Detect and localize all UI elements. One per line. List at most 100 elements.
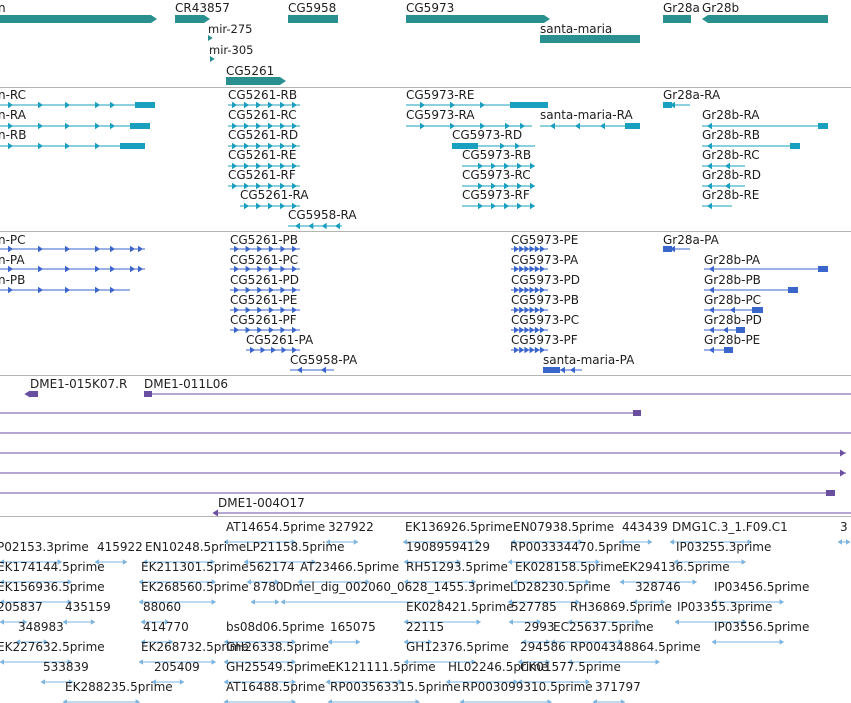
clone-span-1-end[interactable] [633, 410, 641, 416]
est-ip03255-3prime-start[interactable] [741, 559, 747, 565]
est-label-165075[interactable]: 165075 [330, 620, 376, 634]
tx-cg5973-ra-exon-3[interactable] [505, 122, 511, 130]
est-label-gh25549-5prime[interactable]: GH25549.5prime [226, 660, 329, 674]
pr-cg5973-pa-exon-1[interactable] [519, 265, 525, 273]
tx-cg5261-rd-exon-5[interactable] [292, 142, 298, 150]
est-ip03255-3prime-end[interactable] [673, 559, 678, 565]
tx-gr28b-re-exon-0[interactable] [706, 202, 712, 210]
est-443439-start[interactable] [647, 539, 653, 545]
pr-cg5973-pd-exon-0[interactable] [514, 286, 520, 294]
transcript-label-cg5261-rc[interactable]: CG5261-RC [228, 108, 297, 122]
est-294586-end[interactable] [517, 659, 522, 665]
est-2993-start[interactable] [546, 639, 551, 645]
pr-cg5261-pc-exon-1[interactable] [245, 265, 251, 273]
est-gh25549-5prime-start[interactable] [291, 679, 297, 685]
est-label-ek028158-5prime[interactable]: EK028158.5prime [515, 560, 623, 574]
est-at14654-5prime-start[interactable] [291, 539, 297, 545]
pr-cg5973-pa-exon-3[interactable] [529, 265, 535, 273]
pr-cg5973-pf-exon-0[interactable] [514, 346, 520, 354]
est-ek294136-5prime-end[interactable] [619, 579, 624, 585]
transcript-label-cg5261-rf[interactable]: CG5261-RF [228, 168, 296, 182]
tx-cg5261-rc-exon-0[interactable] [232, 122, 238, 130]
est-rp004348864-5prime-end[interactable] [567, 659, 572, 665]
tx-cg5973-rd-block-0[interactable] [452, 143, 478, 149]
tx-cg5973-rc-exon-4[interactable] [530, 182, 536, 190]
tx-n-rc-exon-3[interactable] [95, 101, 101, 109]
pr-cg5261-pd-exon-4[interactable] [280, 286, 286, 294]
pr-cg5973-pb-exon-2[interactable] [524, 306, 530, 314]
est-label-rp004348864-5prime[interactable]: RP004348864.5prime [570, 640, 701, 654]
gene-cg5958[interactable] [288, 15, 338, 23]
est-label-dmel-dig-002060-0628-1455-3prime[interactable]: Dmel_dig_002060_0628_1455.3prime [283, 580, 511, 594]
est-348983-end[interactable] [15, 639, 20, 645]
est-ek156936-5prime-start[interactable] [67, 599, 73, 605]
est-at16488-5prime-end[interactable] [223, 699, 228, 703]
est-label-ek211301-5prime[interactable]: EK211301.5prime [141, 560, 249, 574]
tx-cg5973-ra-exon-2[interactable] [480, 122, 486, 130]
est-371797-start[interactable] [620, 699, 626, 703]
protein-label-n-pc[interactable]: n-PC [0, 233, 26, 247]
est-label-rp003099310-5prime[interactable]: RP003099310.5prime [462, 680, 593, 694]
tx-cg5973-rd-exon-0[interactable] [500, 142, 506, 150]
est-ek268560-5prime-start[interactable] [211, 599, 217, 605]
pr-cg5261-pe-exon-2[interactable] [257, 306, 263, 314]
tx-cg5261-rc-exon-4[interactable] [280, 122, 286, 130]
tx-gr28b-ra-exon-0[interactable] [706, 122, 712, 130]
pr-cg5973-pa-exon-4[interactable] [534, 265, 540, 273]
est-rp003334470-5prime-start[interactable] [595, 559, 600, 565]
gene-n[interactable] [0, 15, 157, 23]
pr-gr28b-pb-block-0[interactable] [788, 287, 798, 293]
est-label-88060[interactable]: 88060 [143, 600, 182, 614]
tx-cg5261-rf-exon-2[interactable] [256, 182, 262, 190]
est-435159-end[interactable] [62, 619, 67, 625]
est-label-294586[interactable]: 294586 [520, 640, 566, 654]
clone-span-5-end[interactable] [826, 490, 835, 496]
clone-span-3-end[interactable] [840, 449, 846, 457]
pr-cg5973-pb-exon-4[interactable] [534, 306, 540, 314]
est-527785-start[interactable] [536, 619, 542, 625]
protein-label-gr28b-pb[interactable]: Gr28b-PB [704, 273, 761, 287]
est-328746-end[interactable] [632, 599, 637, 605]
tx-cg5261-ra-exon-3[interactable] [280, 202, 286, 210]
est-ck01577-5prime-end[interactable] [517, 679, 522, 685]
pr-n-pb-exon-3[interactable] [95, 286, 101, 294]
est-562174-end[interactable] [246, 579, 251, 585]
est-gh26338-5prime-end[interactable] [223, 659, 228, 665]
tx-cg5973-ra-exon-1[interactable] [450, 122, 456, 130]
est-p02153-3prime-end[interactable] [0, 559, 4, 565]
tx-n-rb-exon-1[interactable] [38, 142, 44, 150]
pr-cg5973-pe-exon-3[interactable] [529, 245, 535, 253]
est-label-ek294136-5prime[interactable]: EK294136.5prime [622, 560, 730, 574]
est-ek268732-5prime-start[interactable] [211, 659, 217, 665]
est-label-lp21158-5prime[interactable]: LP21158.5prime [246, 540, 345, 554]
est-414770-end[interactable] [140, 639, 145, 645]
pr-cg5261-pb-exon-5[interactable] [292, 245, 298, 253]
gene-cr43857[interactable] [175, 15, 210, 23]
tx-cg5973-rd-exon-1[interactable] [515, 142, 521, 150]
tx-n-rb-exon-3[interactable] [95, 142, 101, 150]
tx-gr28a-ra-block-0[interactable] [663, 102, 672, 108]
pr-cg5973-pf-exon-2[interactable] [524, 346, 530, 354]
est-label-ek174144-5prime[interactable]: EK174144.5prime [0, 560, 105, 574]
tx-cg5261-re-exon-0[interactable] [232, 162, 238, 170]
est-bs08d06-5prime-start[interactable] [291, 639, 297, 645]
est-348983-start[interactable] [43, 639, 49, 645]
pr-n-pc-exon-3[interactable] [95, 245, 101, 253]
tx-cg5958-ra-exon-1[interactable] [308, 222, 314, 230]
pr-cg5261-pf-exon-5[interactable] [292, 326, 298, 334]
est-3-end[interactable] [837, 539, 842, 545]
est-dmg1c-3-1-f09-c1-start[interactable] [747, 539, 752, 545]
pr-cg5261-pa-exon-3[interactable] [281, 346, 287, 354]
pr-cg5261-pc-exon-2[interactable] [257, 265, 263, 273]
tx-n-rc-exon-1[interactable] [38, 101, 44, 109]
pr-gr28b-pb-exon-0[interactable] [708, 286, 714, 294]
est-label-533839[interactable]: 533839 [43, 660, 89, 674]
est-label-rp003334470-5prime[interactable]: RP003334470.5prime [510, 540, 641, 554]
est-ek288235-5prime-end[interactable] [62, 699, 67, 703]
tx-cg5958-ra-exon-2[interactable] [321, 222, 327, 230]
pr-n-pb-exon-1[interactable] [38, 286, 44, 294]
est-label-p02153-3prime[interactable]: P02153.3prime [0, 540, 89, 554]
est-label-ek288235-5prime[interactable]: EK288235.5prime [65, 680, 173, 694]
tx-cg5261-re-exon-5[interactable] [292, 162, 298, 170]
pr-n-pb-exon-0[interactable] [8, 286, 14, 294]
